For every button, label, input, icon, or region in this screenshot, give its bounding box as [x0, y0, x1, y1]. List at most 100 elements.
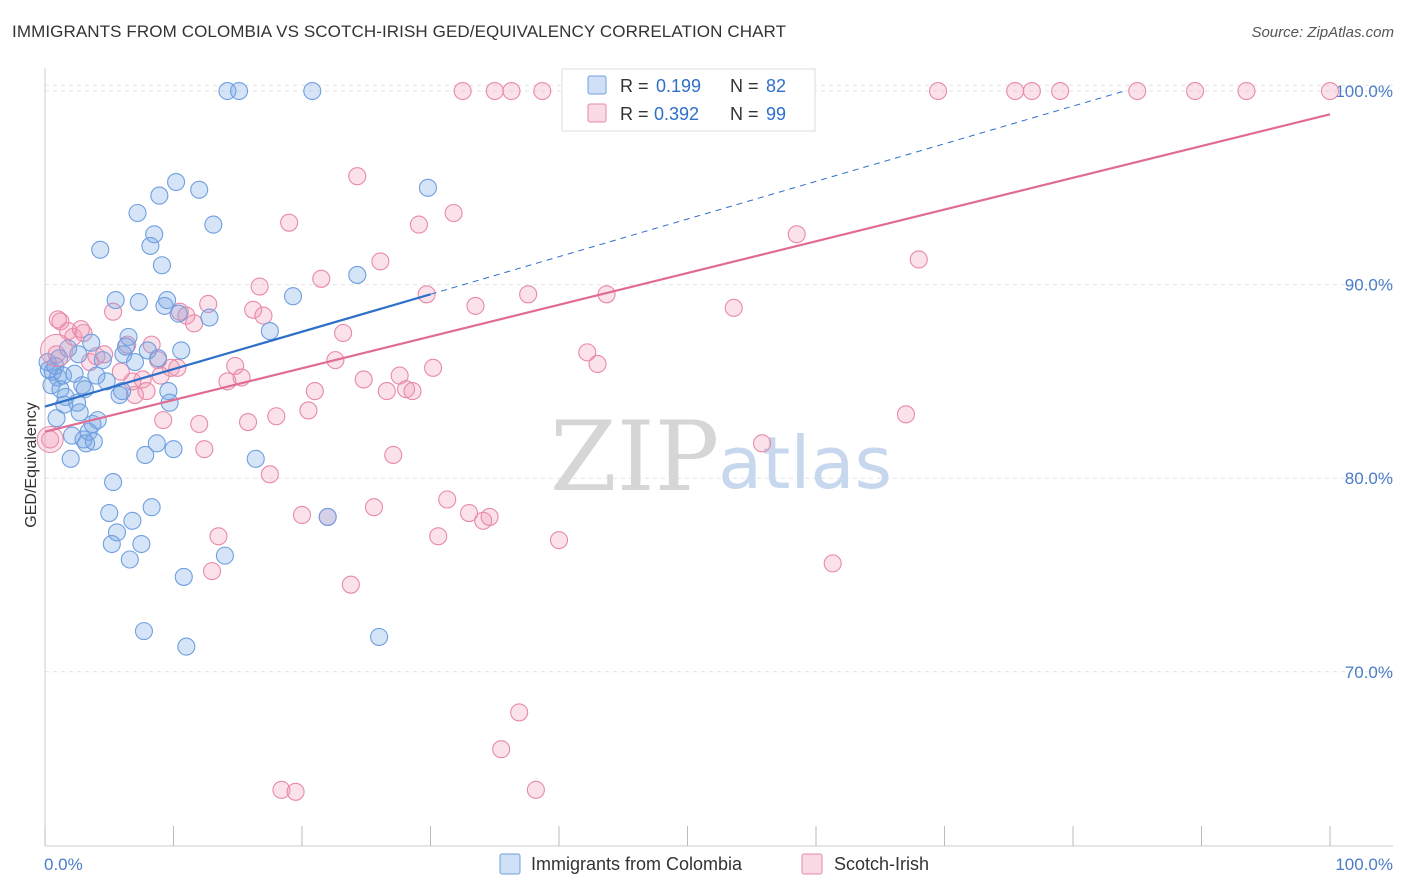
scotch-point	[209, 527, 228, 546]
scotch-point	[250, 277, 269, 296]
colombia-point	[204, 215, 223, 234]
colombia-point	[70, 403, 89, 422]
scotch-point	[154, 411, 173, 430]
scotch-point	[1051, 81, 1070, 101]
scotch-point	[578, 343, 597, 362]
scotch-point	[354, 370, 373, 389]
scotch-point	[195, 440, 214, 459]
colombia-point	[159, 382, 178, 401]
scotch-point	[377, 382, 396, 401]
colombia-point	[69, 345, 88, 364]
colombia-point	[138, 341, 157, 360]
scotch-point	[190, 414, 209, 434]
scotch-point	[909, 250, 928, 269]
scotch-point	[177, 306, 196, 325]
colombia-point	[97, 372, 116, 391]
scotch-point	[466, 296, 485, 315]
colombia-point	[113, 382, 132, 401]
colombia-point	[93, 351, 112, 370]
scotch-point	[226, 356, 245, 375]
bottom-legend-label-colombia: Immigrants from Colombia	[531, 854, 743, 874]
scotch-point	[397, 380, 416, 399]
scotch-point	[724, 298, 743, 317]
legend-background	[561, 68, 816, 132]
scotch-point	[896, 405, 916, 424]
colombia-point	[158, 291, 177, 310]
colombia-point	[100, 503, 119, 523]
scotch-point	[1006, 81, 1025, 101]
colombia-point	[123, 511, 142, 530]
scotch-point	[1320, 81, 1340, 101]
y-axis-label: GED/Equivalency	[23, 402, 40, 527]
stats-legend: R = 0.199 N = 82 R = 0.392 N = 99	[561, 68, 816, 132]
colombia-point	[82, 333, 101, 352]
source-label: Source: ZipAtlas.com	[1251, 24, 1394, 41]
scotch-point	[203, 562, 222, 581]
colombia-point	[142, 498, 161, 517]
legend-n-value-scotch: 99	[766, 104, 786, 124]
y-tick-label: 100.0%	[1335, 82, 1393, 101]
trend-lines	[44, 90, 1331, 433]
scotch-point	[111, 362, 130, 381]
colombia-point	[200, 308, 219, 327]
colombia-point	[141, 236, 160, 255]
scotch-point	[267, 407, 286, 426]
data-points	[36, 81, 1340, 801]
watermark-atlas: atlas	[718, 421, 892, 505]
colombia-point	[150, 186, 169, 205]
scotch-point	[272, 780, 291, 799]
colombia-point	[136, 445, 155, 465]
legend-n-value-colombia: 82	[766, 76, 786, 96]
axes: 70.0% 80.0% 90.0% 100.0%	[44, 68, 1393, 847]
colombia-point	[283, 287, 303, 306]
bottom-legend: Immigrants from Colombia Scotch-Irish	[499, 853, 929, 875]
colombia-point	[190, 180, 209, 199]
scotch-point	[438, 490, 457, 509]
colombia-point	[215, 546, 234, 565]
scotch-point	[549, 531, 569, 550]
scotch-point	[929, 81, 948, 101]
legend-r-label-scotch: R =	[620, 104, 649, 124]
colombia-point	[38, 352, 57, 372]
colombia-point	[107, 523, 127, 542]
colombia-point	[87, 366, 106, 385]
colombia-point	[91, 240, 110, 259]
colombia-point	[149, 349, 168, 368]
x-tick-label-min: 0.0%	[44, 855, 83, 874]
colombia-point	[418, 178, 437, 197]
scotch-point	[364, 498, 384, 517]
scotch-point	[260, 465, 279, 484]
colombia-point	[77, 434, 96, 453]
scotch-point	[254, 306, 273, 325]
scotch-point	[403, 382, 422, 401]
scotch-point	[286, 782, 305, 801]
scotch-point	[459, 503, 479, 523]
scotch-point	[185, 314, 204, 333]
colombia-point	[152, 256, 171, 275]
scotch-point	[823, 554, 842, 573]
scotch-point	[51, 312, 70, 331]
legend-r-label-colombia: R =	[620, 76, 649, 96]
colombia-point	[61, 449, 80, 468]
scotch-point	[502, 81, 521, 101]
legend-n-label-colombia: N =	[730, 76, 759, 96]
y-tick-label: 80.0%	[1345, 469, 1393, 488]
scotch-point	[95, 345, 114, 364]
scotch-point	[292, 505, 312, 525]
colombia-trend-line	[44, 293, 431, 408]
scotch-point	[341, 575, 360, 594]
colombia-point	[84, 432, 103, 451]
watermark: ZIP atlas	[550, 401, 892, 513]
legend-r-value-colombia: 0.199	[656, 76, 701, 96]
scotch-point	[444, 203, 463, 223]
scotch-point	[752, 434, 772, 453]
scotch-point-large	[36, 425, 64, 453]
watermark-zip: ZIP	[550, 401, 719, 513]
scotch-point	[238, 413, 258, 432]
colombia-point	[47, 409, 66, 428]
bottom-legend-swatch-scotch	[801, 853, 823, 875]
scotch-point	[280, 213, 299, 232]
scotch-point	[526, 780, 545, 799]
colombia-point	[53, 366, 73, 385]
scotch-point	[48, 310, 67, 329]
